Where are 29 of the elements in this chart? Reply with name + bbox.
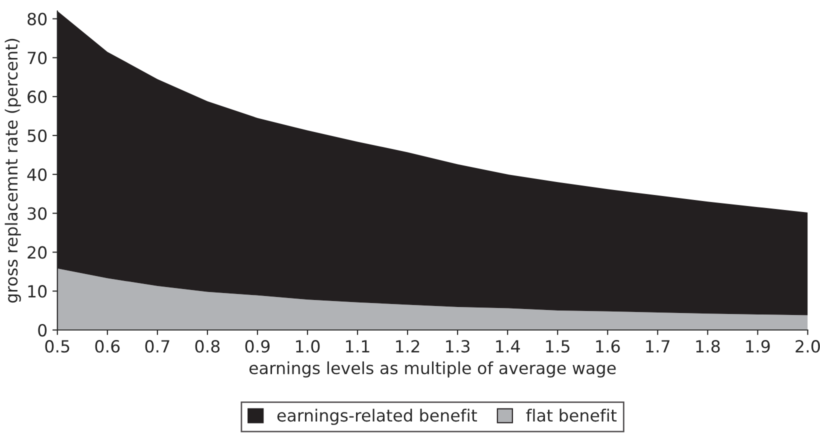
y-tick-label: 0: [38, 324, 47, 337]
y-tick-label: 40: [27, 168, 47, 181]
x-tick-label: 0.9: [245, 340, 270, 353]
x-tick-label: 1.5: [546, 340, 570, 353]
x-tick-label: 1.8: [696, 340, 720, 353]
y-tick-label: 80: [28, 12, 47, 26]
x-tick-label: 2.0: [796, 340, 820, 353]
y-tick-label: 30: [28, 207, 47, 220]
y-tick-label: 70: [28, 52, 47, 64]
x-tick-label: 1.4: [496, 340, 520, 352]
y-tick-label: 10: [28, 285, 47, 298]
x-tick-label: 0.8: [195, 340, 220, 353]
x-tick-label: 1.7: [646, 340, 670, 352]
x-tick-label: 1.9: [746, 340, 770, 353]
x-axis-title: earnings levels as multiple of average wage: [249, 361, 616, 378]
x-tick-label: 1.3: [446, 340, 470, 353]
x-tick-label: 1.0: [296, 340, 320, 353]
legend-label: flat benefit: [526, 408, 617, 422]
y-tick-label: 60: [28, 90, 47, 104]
x-tick-label: 0.5: [45, 340, 70, 353]
x-tick-label: 1.2: [396, 340, 420, 352]
x-tick-label: 0.6: [95, 340, 120, 353]
y-tick-label: 50: [28, 129, 47, 142]
y-tick-label: 20: [28, 246, 47, 259]
x-tick-label: 0.7: [145, 340, 170, 353]
legend-label: earnings-related benefit: [277, 408, 478, 425]
x-tick-label: 1.6: [596, 340, 620, 353]
y-axis-title: gross replacemnt rate (percent): [4, 38, 21, 303]
x-tick-label: 1.1: [346, 340, 370, 352]
